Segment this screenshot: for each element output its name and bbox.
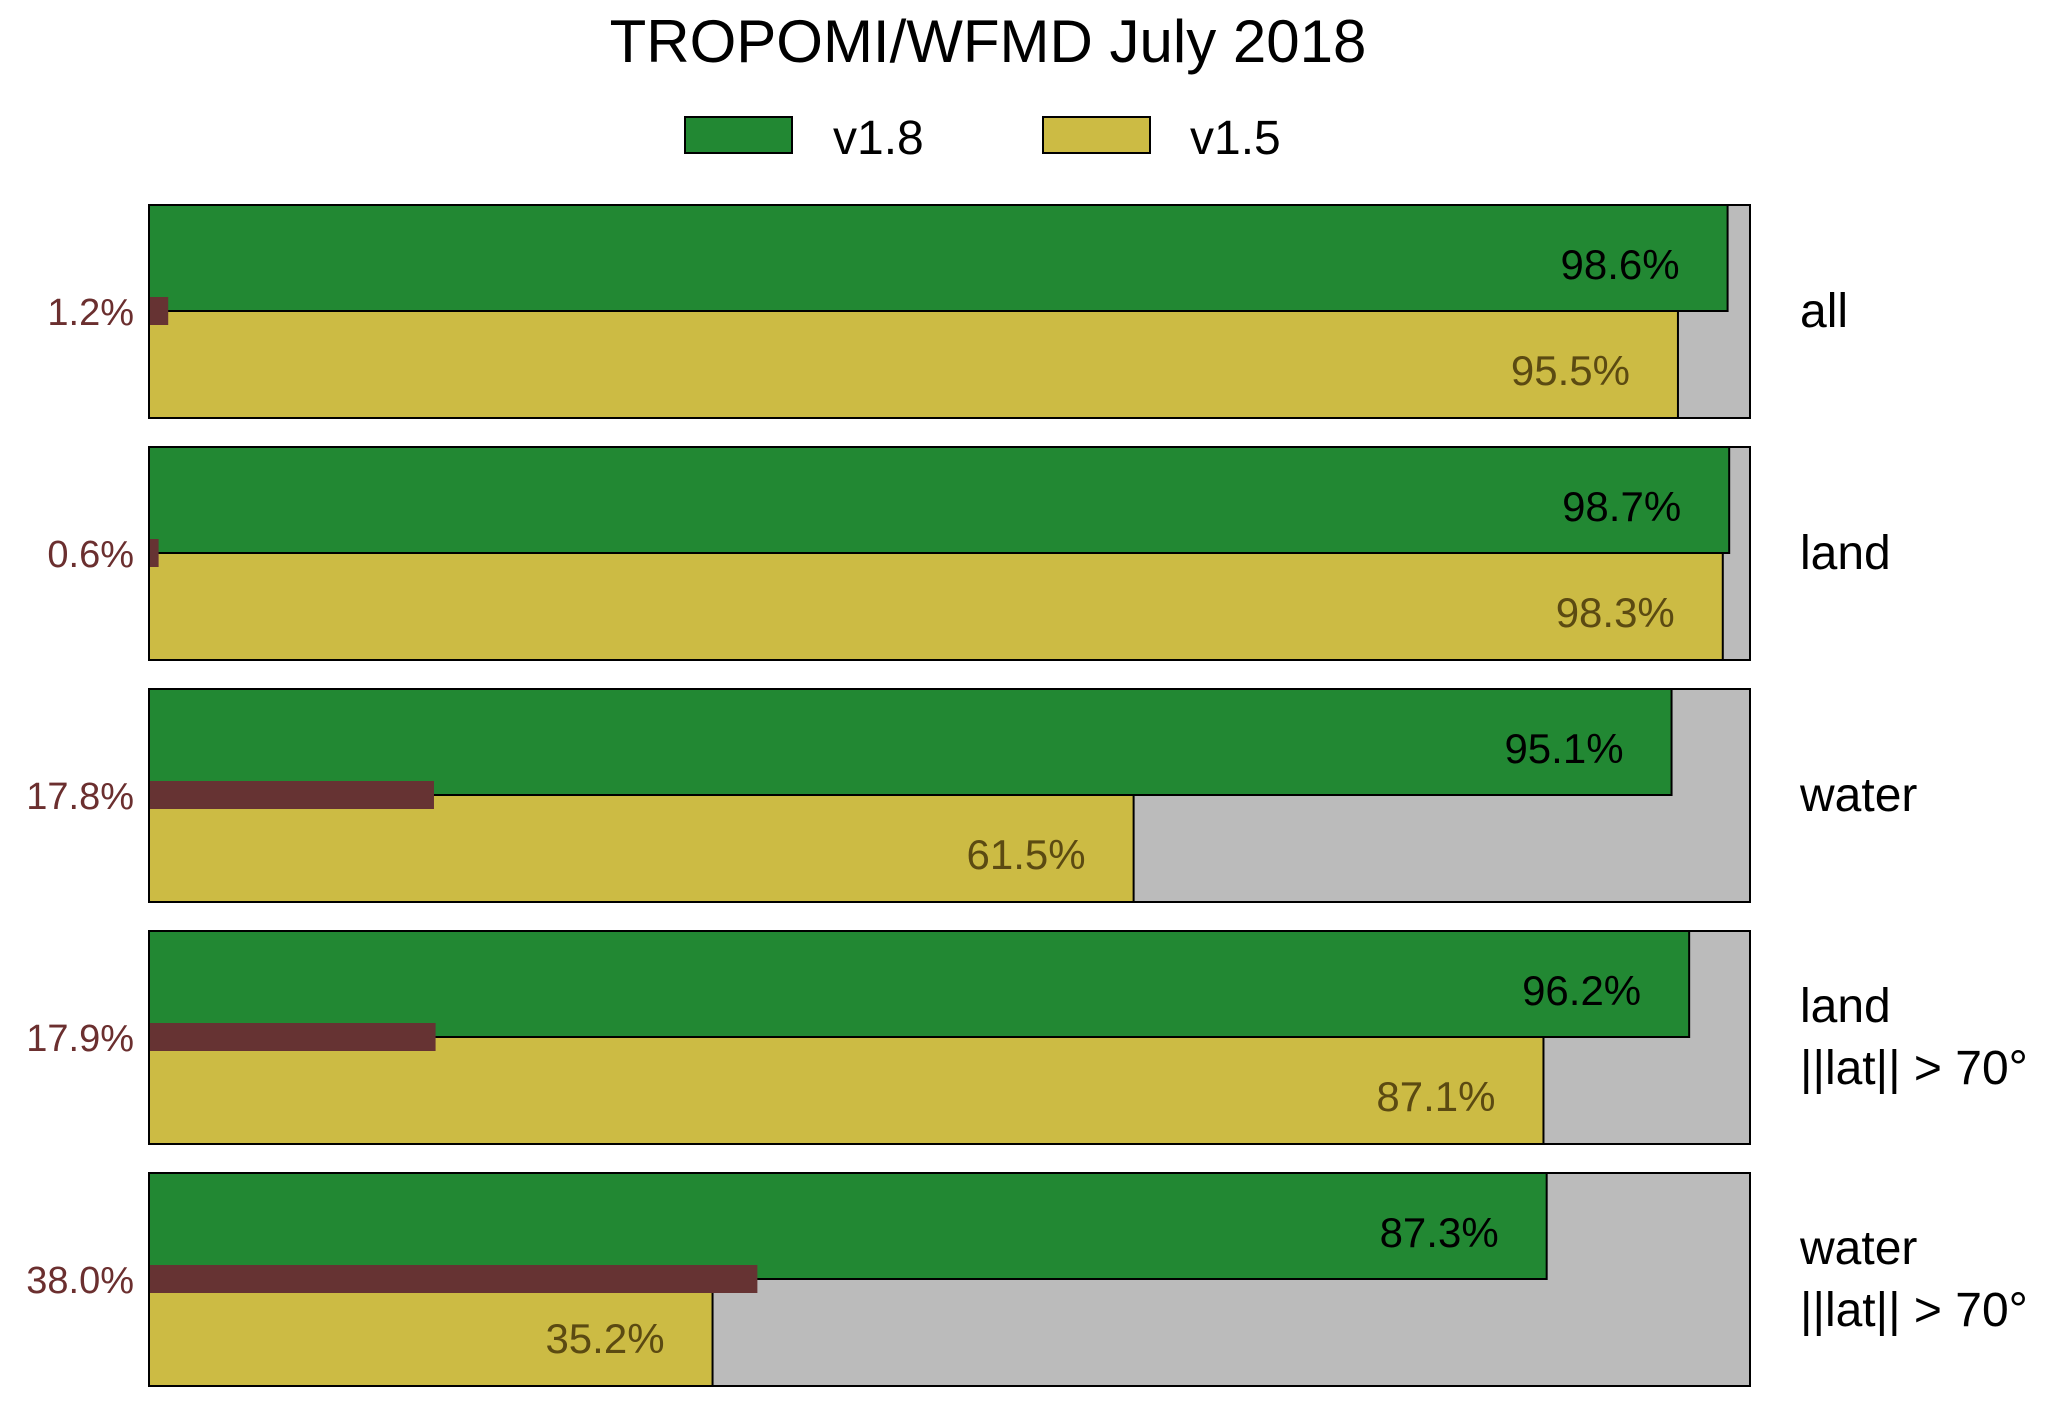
- category-label: land: [1800, 527, 1891, 580]
- label-v1-5: 87.1%: [1376, 1073, 1495, 1120]
- category-label: ||lat|| > 70°: [1800, 1042, 2028, 1095]
- legend-label-v1-8: v1.8: [833, 112, 924, 165]
- panel-frame: [148, 446, 1751, 661]
- label-v1-5: 98.3%: [1556, 589, 1675, 636]
- label-v1-8: 98.6%: [1560, 241, 1679, 288]
- label-difference: 17.9%: [26, 1018, 134, 1060]
- bar-difference: [149, 297, 169, 325]
- panel-2: 95.1% 61.5% 17.8% water: [26, 688, 1917, 903]
- panel-0: 98.6% 95.5% 1.2% all: [47, 204, 1848, 419]
- bar-v1-8: [148, 446, 1731, 554]
- legend-label-v1-5: v1.5: [1190, 112, 1281, 165]
- legend: v1.8 v1.5: [684, 112, 1281, 165]
- label-v1-8: 95.1%: [1504, 725, 1623, 772]
- bar-v1-5: [148, 794, 1135, 903]
- legend-swatch-v1-5: [1042, 116, 1151, 154]
- category-label: water: [1799, 1222, 1917, 1275]
- label-v1-8: 98.7%: [1562, 483, 1681, 530]
- label-difference: 0.6%: [47, 534, 134, 576]
- legend-swatch-v1-8: [684, 116, 793, 154]
- category-label: ||lat|| > 70°: [1800, 1284, 2028, 1337]
- bar-v1-5: [148, 310, 1679, 419]
- category-label: land: [1800, 980, 1891, 1033]
- bar-difference: [149, 781, 434, 809]
- panel-frame: [148, 1172, 1751, 1387]
- bar-v1-8: [148, 930, 1691, 1038]
- panel-frame: [148, 688, 1751, 903]
- label-difference: 1.2%: [47, 292, 134, 334]
- panel-frame: [148, 204, 1751, 419]
- bar-v1-5: [148, 1036, 1545, 1145]
- label-v1-5: 35.2%: [545, 1315, 664, 1362]
- bar-v1-8: [148, 204, 1729, 312]
- category-label: all: [1800, 285, 1848, 338]
- panel-3: 96.2% 87.1% 17.9% land ||lat|| > 70°: [26, 930, 2028, 1145]
- bar-v1-8: [148, 688, 1673, 796]
- label-v1-8: 96.2%: [1522, 967, 1641, 1014]
- bar-v1-5: [148, 552, 1724, 661]
- panel-4: 87.3% 35.2% 38.0% water ||lat|| > 70°: [26, 1172, 2028, 1387]
- bar-v1-8: [148, 1172, 1548, 1280]
- panel-frame: [148, 930, 1751, 1145]
- bar-difference: [149, 1265, 758, 1293]
- chart-title: TROPOMI/WFMD July 2018: [610, 8, 1367, 75]
- label-difference: 17.8%: [26, 776, 134, 818]
- category-label: water: [1799, 769, 1917, 822]
- bar-difference: [149, 539, 159, 567]
- label-v1-8: 87.3%: [1380, 1209, 1499, 1256]
- bar-panels: 98.6% 95.5% 1.2% all 98.7% 98.3% 0.6% land 95.1%…: [26, 204, 2028, 1387]
- label-v1-5: 95.5%: [1511, 347, 1630, 394]
- panel-1: 98.7% 98.3% 0.6% land: [47, 446, 1891, 661]
- label-v1-5: 61.5%: [967, 831, 1086, 878]
- label-difference: 38.0%: [26, 1260, 134, 1302]
- bar-difference: [149, 1023, 436, 1051]
